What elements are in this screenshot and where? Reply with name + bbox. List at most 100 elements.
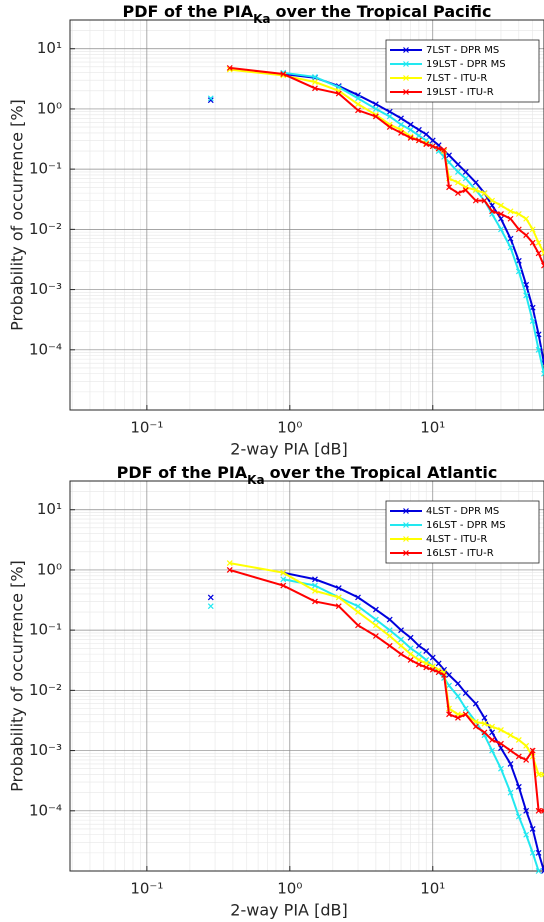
data-point — [472, 723, 479, 730]
legend-label: 7LST - ITU-R — [426, 73, 487, 84]
data-point — [472, 700, 479, 707]
data-point — [535, 849, 542, 856]
data-point — [226, 560, 233, 567]
data-point — [541, 868, 544, 874]
data-point — [407, 126, 414, 133]
data-point — [355, 95, 361, 102]
y-axis-label: Probability of occurrence [%] — [8, 560, 27, 792]
x-tick-label: 10⁻¹ — [130, 419, 163, 437]
data-point — [423, 141, 430, 148]
data-point — [429, 143, 436, 150]
data-point — [529, 849, 536, 856]
data-point — [335, 90, 342, 97]
legend-label: 16LST - DPR MS — [426, 520, 506, 531]
data-point — [455, 680, 461, 687]
data-point — [372, 622, 379, 629]
data-point — [398, 115, 404, 122]
data-point — [523, 831, 530, 838]
data-point — [415, 132, 422, 139]
data-point — [280, 569, 287, 576]
data-point — [441, 146, 448, 153]
data-point — [515, 211, 522, 217]
data-point — [455, 693, 461, 700]
data-point — [355, 603, 361, 610]
data-point — [446, 672, 452, 678]
y-tick-label: 10⁰ — [37, 560, 62, 578]
y-tick-label: 10¹ — [37, 500, 62, 518]
data-point — [386, 642, 393, 649]
data-point — [498, 727, 504, 733]
data-point — [312, 85, 318, 92]
data-point — [446, 711, 452, 718]
data-point — [535, 807, 542, 814]
data-point — [207, 95, 214, 102]
legend: 7LST - DPR MS 19LST - DPR MS 7LST - ITU-R 1… — [385, 39, 540, 103]
data-point — [507, 732, 514, 739]
data-point — [523, 215, 530, 222]
chart-title: PDF of the PIAKa over the Tropical Pacifi… — [123, 2, 492, 26]
data-point — [335, 585, 342, 591]
data-point — [498, 765, 504, 772]
data-point — [372, 113, 379, 120]
data-point — [535, 239, 542, 246]
data-point — [312, 74, 318, 80]
data-point — [535, 771, 542, 778]
data-point — [462, 187, 469, 193]
data-point — [472, 187, 479, 193]
data-point — [489, 197, 496, 204]
data-point — [398, 636, 404, 643]
data-point — [507, 208, 514, 215]
legend-marker — [403, 508, 409, 514]
data-point — [529, 304, 536, 311]
data-point — [386, 616, 393, 623]
data-point — [312, 598, 318, 605]
x-axis-label: 2-way PIA [dB] — [230, 440, 347, 459]
data-point — [541, 370, 544, 377]
data-point — [372, 101, 379, 108]
data-point — [462, 705, 469, 712]
data-point — [515, 783, 522, 790]
data-point — [523, 281, 530, 288]
data-point — [435, 660, 442, 667]
data-point — [455, 179, 461, 186]
data-point — [489, 202, 496, 209]
chart-title: PDF of the PIAKa over the Tropical Atlant… — [117, 463, 498, 487]
y-tick-label: 10⁻¹ — [29, 621, 62, 639]
data-point — [446, 184, 452, 191]
data-point — [415, 657, 422, 663]
data-point — [498, 740, 504, 747]
data-point — [435, 669, 442, 676]
data-point — [355, 107, 361, 114]
data-point — [429, 666, 436, 673]
data-point — [207, 603, 214, 610]
data-point — [407, 645, 414, 652]
data-point — [515, 753, 522, 760]
data-point — [398, 642, 404, 649]
legend: 4LST - DPR MS 16LST - DPR MS 4LST - ITU-R 1… — [385, 500, 540, 564]
legend-marker — [403, 550, 409, 556]
data-point — [529, 239, 536, 246]
data-point — [455, 714, 461, 721]
plot-frame — [69, 19, 544, 411]
title-rest: over the Tropical Atlantic — [270, 463, 498, 482]
data-point — [398, 121, 404, 128]
data-point — [446, 682, 452, 689]
data-point — [523, 742, 530, 749]
data-point — [355, 594, 361, 601]
data-point — [226, 64, 233, 71]
data-point — [398, 129, 404, 136]
data-point — [372, 106, 379, 112]
series-area — [207, 64, 544, 377]
data-point — [498, 215, 504, 222]
data-point — [507, 215, 514, 222]
data-point — [335, 603, 342, 610]
data-point — [355, 622, 361, 629]
data-point — [507, 235, 514, 242]
data-point — [415, 651, 422, 658]
y-tick-label: 10⁻⁴ — [29, 801, 62, 819]
data-point — [407, 657, 414, 663]
y-tick-label: 10⁰ — [37, 99, 62, 117]
data-point — [507, 761, 514, 767]
data-point — [515, 257, 522, 264]
data-point — [515, 226, 522, 233]
